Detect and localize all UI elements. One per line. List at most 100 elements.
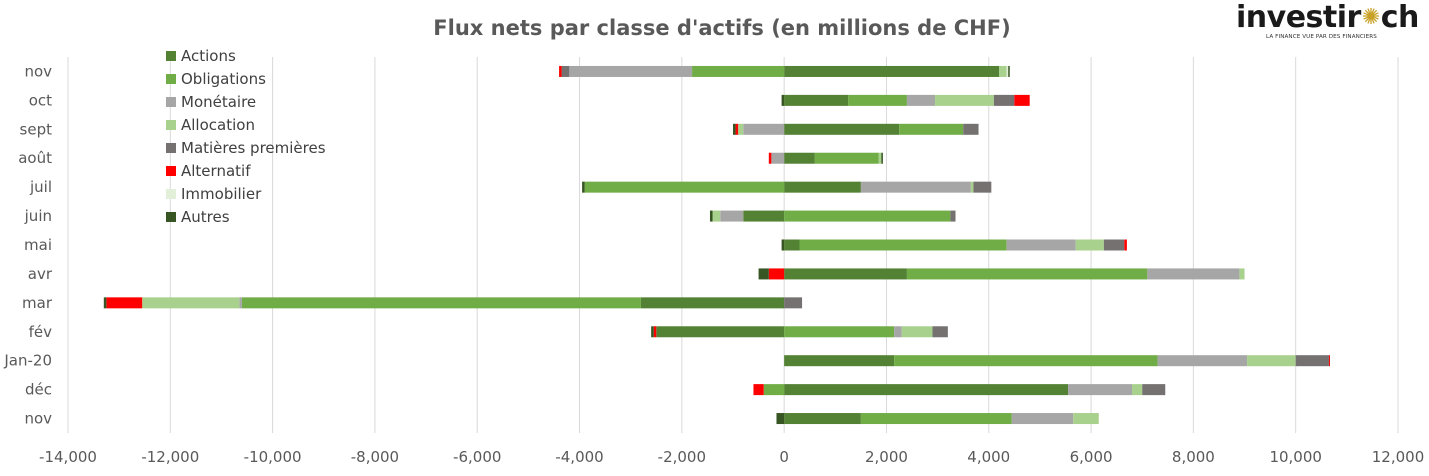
bar-segment <box>758 268 769 280</box>
x-tick-label: -14,000 <box>39 448 97 466</box>
legend-label: Obligations <box>181 70 266 88</box>
bar-segment <box>1328 355 1330 367</box>
bar-segment <box>763 384 785 396</box>
legend-label: Actions <box>181 47 236 65</box>
bar-segment <box>1157 355 1248 367</box>
x-tick-label: 6,000 <box>1070 448 1113 466</box>
bar-segment <box>738 123 744 135</box>
bar-segment <box>935 94 994 106</box>
bar-segment <box>1247 355 1296 367</box>
y-tick-label: déc <box>25 381 52 399</box>
x-tick-label: 2,000 <box>865 448 908 466</box>
legend-swatch <box>166 143 176 153</box>
bar-segment <box>784 355 895 367</box>
bar-segment <box>999 65 1007 77</box>
bar-segment <box>814 152 879 164</box>
bar-segment <box>142 297 240 309</box>
legend-swatch <box>166 212 176 222</box>
bars <box>103 65 1330 425</box>
bar-segment <box>651 326 654 338</box>
bar-segment <box>894 326 902 338</box>
bar-segment <box>776 413 785 425</box>
bar-segment <box>106 297 143 309</box>
bar-segment <box>735 123 739 135</box>
bar-segment <box>1006 65 1009 77</box>
x-tick-label: -8,000 <box>351 448 399 466</box>
bar-segment <box>743 123 785 135</box>
bar-segment <box>768 268 785 280</box>
bar-segment <box>1075 239 1104 251</box>
bar-segment <box>1068 384 1132 396</box>
y-tick-label: nov <box>24 410 52 428</box>
bar-segment <box>860 413 1012 425</box>
y-tick-label: Jan-20 <box>3 352 52 370</box>
y-tick-label: août <box>18 149 52 167</box>
bar-segment <box>781 239 785 251</box>
bar-segment <box>784 181 861 193</box>
legend-swatch <box>166 74 176 84</box>
investir-logo: investir✺ch LA FINANCE VUE PAR DES FINAN… <box>1236 0 1419 46</box>
bar-segment <box>1103 239 1125 251</box>
bar-segment <box>768 152 772 164</box>
bar-segment <box>640 297 785 309</box>
bar-segment <box>1124 239 1127 251</box>
bar-segment <box>569 65 693 77</box>
x-tick-label: -2,000 <box>658 448 706 466</box>
bar-segment <box>582 181 585 193</box>
bar-segment <box>784 239 800 251</box>
bar-segment <box>784 297 803 309</box>
bar-segment <box>1239 268 1245 280</box>
bar-segment <box>848 94 907 106</box>
bar-segment <box>1011 413 1074 425</box>
y-tick-label: oct <box>29 91 52 109</box>
bar-segment <box>899 123 964 135</box>
bar-segment <box>970 181 974 193</box>
bar-segment <box>561 65 570 77</box>
x-tick-label: -12,000 <box>141 448 199 466</box>
logo-text-start: investir <box>1236 0 1361 35</box>
bar-segment <box>784 123 900 135</box>
legend-label: Allocation <box>181 116 255 134</box>
bar-segment <box>103 297 107 309</box>
legend: Actions Obligations Monétaire Allocation Mat… <box>166 47 326 226</box>
bar-segment <box>1014 94 1030 106</box>
y-tick-label: avr <box>28 265 53 283</box>
bar-segment <box>950 210 956 222</box>
x-tick-label: -10,000 <box>244 448 302 466</box>
bar-segment <box>784 413 861 425</box>
bar-segment <box>771 152 785 164</box>
y-tick-label: nov <box>24 62 52 80</box>
legend-swatch <box>166 51 176 61</box>
bar-segment <box>241 297 641 309</box>
bar-segment <box>1006 239 1076 251</box>
bar-segment <box>584 181 785 193</box>
bar-segment <box>993 94 1015 106</box>
bar-segment <box>973 181 992 193</box>
bar-segment <box>784 94 849 106</box>
logo-tagline: LA FINANCE VUE PAR DES FINANCIERS <box>1266 34 1377 40</box>
y-tick-label: sept <box>20 120 53 138</box>
bar-segment <box>784 65 999 77</box>
legend-label: Matières premières <box>181 139 326 157</box>
legend-label: Immobilier <box>181 185 262 203</box>
bar-segment <box>712 210 721 222</box>
bar-segment <box>781 94 785 106</box>
x-tick-label: 8,000 <box>1172 448 1215 466</box>
bar-segment <box>1073 413 1099 425</box>
chart-title: Flux nets par classe d'actifs (en millio… <box>433 16 1010 40</box>
bar-segment <box>753 384 764 396</box>
legend-swatch <box>166 97 176 107</box>
bar-segment <box>1132 384 1143 396</box>
bar-segment <box>692 65 785 77</box>
x-axis-ticks: -14,000 -12,000 -10,000 -8,000 -6,000 -4,000 -… <box>39 448 1424 466</box>
x-tick-label: -6,000 <box>453 448 501 466</box>
bar-segment <box>963 123 979 135</box>
bar-segment <box>656 326 785 338</box>
bar-segment <box>743 210 785 222</box>
bar-segment <box>1142 384 1166 396</box>
bar-segment <box>1147 268 1240 280</box>
y-tick-label: mar <box>22 294 53 312</box>
bar-segment <box>709 210 713 222</box>
bar-segment <box>1008 65 1010 77</box>
